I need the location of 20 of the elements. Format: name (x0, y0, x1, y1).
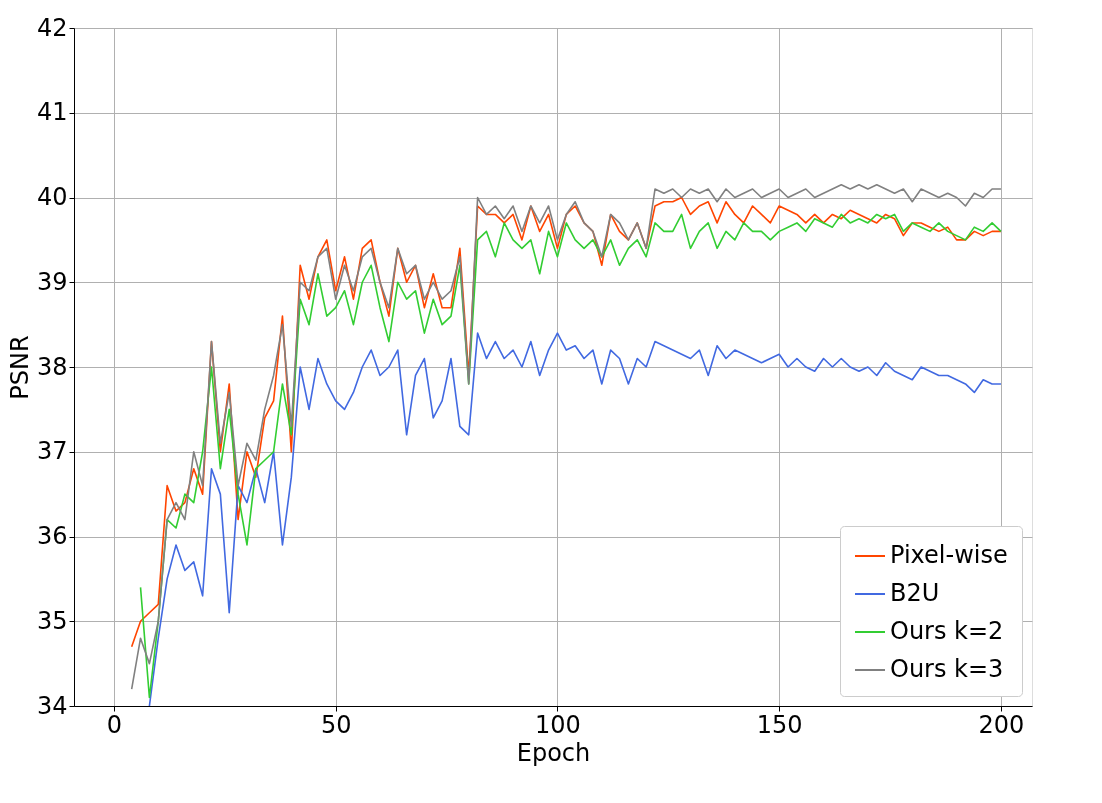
x-axis-title: Epoch (516, 738, 591, 767)
legend-label: Ours k=2 (890, 617, 1004, 645)
y-axis-title: PSNR (5, 335, 34, 400)
x-tick-label: 0 (106, 710, 123, 739)
legend-label: Pixel-wise (890, 541, 1008, 569)
x-tick-label: 150 (756, 710, 803, 739)
y-tick-label: 36 (36, 522, 68, 550)
y-tick-label: 37 (36, 437, 68, 466)
x-tick-label: 100 (535, 710, 581, 739)
legend-label: Ours k=3 (890, 655, 1004, 683)
y-tick-label: 38 (36, 352, 68, 381)
y-tick-label: 42 (36, 13, 68, 42)
y-tick-label: 40 (36, 183, 68, 211)
y-tick-label: 34 (36, 691, 68, 720)
y-tick-label: 41 (36, 98, 68, 127)
y-tick-label: 35 (36, 606, 68, 635)
x-tick-label: 200 (978, 710, 1025, 739)
x-tick-label: 50 (320, 710, 352, 739)
legend-label: B2U (890, 579, 940, 607)
y-tick-label: 39 (36, 267, 68, 296)
